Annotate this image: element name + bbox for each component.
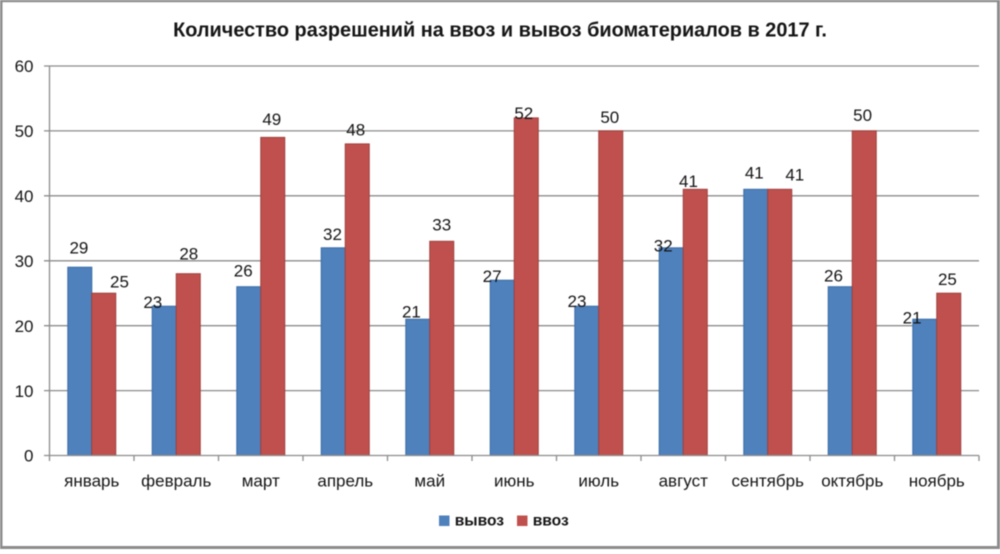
svg-text:49: 49 bbox=[262, 110, 281, 129]
svg-text:33: 33 bbox=[432, 216, 451, 235]
svg-text:20: 20 bbox=[15, 317, 34, 336]
svg-text:27: 27 bbox=[483, 267, 502, 286]
svg-text:32: 32 bbox=[323, 225, 342, 244]
svg-text:август: август bbox=[659, 472, 708, 491]
svg-text:10: 10 bbox=[15, 382, 34, 401]
svg-text:21: 21 bbox=[903, 309, 922, 328]
svg-text:30: 30 bbox=[15, 252, 34, 271]
svg-text:февраль: февраль bbox=[141, 472, 211, 491]
svg-text:март: март bbox=[242, 472, 280, 491]
svg-text:Количество разрешений на ввоз: Количество разрешений на ввоз и вывоз би… bbox=[173, 20, 827, 42]
svg-text:41: 41 bbox=[785, 166, 804, 185]
svg-text:28: 28 bbox=[179, 245, 198, 264]
svg-text:23: 23 bbox=[568, 292, 587, 311]
svg-text:январь: январь bbox=[64, 472, 119, 491]
svg-text:40: 40 bbox=[15, 187, 34, 206]
svg-text:48: 48 bbox=[346, 120, 365, 139]
svg-text:41: 41 bbox=[745, 164, 764, 183]
svg-text:июль: июль bbox=[578, 472, 619, 491]
svg-text:июнь: июнь bbox=[494, 472, 535, 491]
svg-text:50: 50 bbox=[600, 108, 619, 127]
svg-text:52: 52 bbox=[514, 104, 533, 123]
svg-text:октябрь: октябрь bbox=[821, 472, 883, 491]
svg-text:29: 29 bbox=[69, 239, 88, 258]
svg-text:26: 26 bbox=[824, 266, 843, 285]
svg-text:сентябрь: сентябрь bbox=[732, 472, 805, 491]
svg-text:вывоз: вывоз bbox=[455, 513, 505, 530]
svg-text:26: 26 bbox=[234, 262, 253, 281]
svg-text:32: 32 bbox=[654, 237, 673, 256]
svg-text:апрель: апрель bbox=[317, 472, 373, 491]
svg-text:50: 50 bbox=[15, 122, 34, 141]
svg-text:21: 21 bbox=[402, 303, 421, 322]
svg-text:0: 0 bbox=[24, 447, 33, 466]
svg-text:ноябрь: ноябрь bbox=[909, 472, 965, 491]
svg-text:60: 60 bbox=[15, 57, 34, 76]
svg-text:25: 25 bbox=[110, 273, 129, 292]
svg-text:ввоз: ввоз bbox=[533, 513, 569, 530]
svg-text:23: 23 bbox=[143, 293, 162, 312]
svg-text:май: май bbox=[414, 472, 445, 491]
svg-text:50: 50 bbox=[853, 106, 872, 125]
svg-text:25: 25 bbox=[938, 270, 957, 289]
svg-text:41: 41 bbox=[679, 172, 698, 191]
